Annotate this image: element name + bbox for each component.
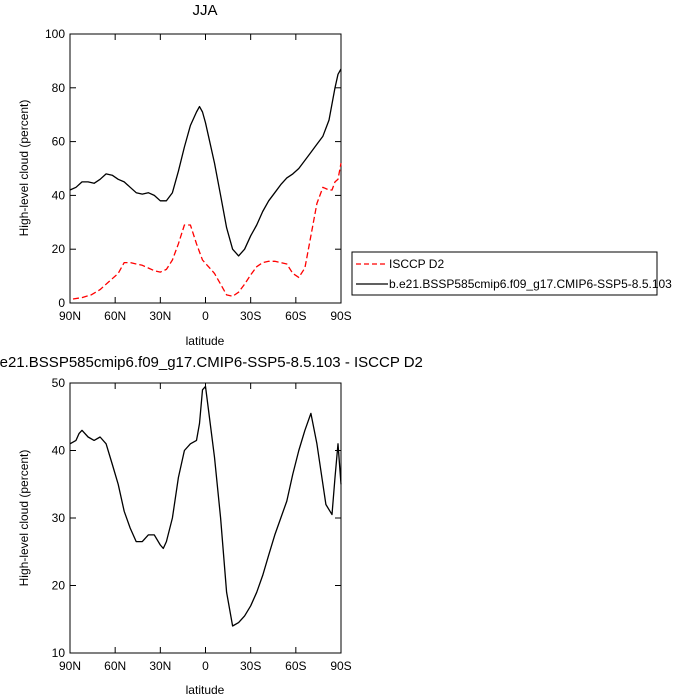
bottom-x-tick-label: 90N [59, 659, 81, 673]
top-chart-title: JJA [192, 2, 217, 19]
top-y-tick-label: 0 [58, 296, 65, 310]
bottom-x-tick-label: 30N [149, 659, 171, 673]
bottom-series-line-difference [69, 385, 342, 627]
bottom-x-tick-label: 60S [285, 659, 306, 673]
top-x-tick-label: 90N [59, 309, 81, 323]
bottom-y-tick-label: 50 [52, 376, 66, 390]
top-series-line-isccp [72, 162, 342, 300]
bottom-y-tick-label: 40 [52, 444, 66, 458]
bottom-chart-title: b.e21.BSSP585cmip6.f09_g17.CMIP6-SSP5-8.… [0, 354, 423, 371]
top-y-tick-label: 40 [52, 188, 66, 202]
top-y-tick-label: 20 [52, 242, 66, 256]
bottom-x-axis-label: latitude [186, 683, 225, 697]
legend-box [351, 251, 658, 296]
top-x-tick-label: 60S [285, 309, 306, 323]
top-panel: JJA 0 20 40 60 80 100 90N 60N 30N 0 30S 60S 90S lat… [17, 2, 672, 348]
bottom-plot-frame [69, 382, 342, 654]
top-plot-frame [69, 33, 342, 304]
top-x-ticks: 90N 60N 30N 0 30S 60S 90S [59, 34, 352, 323]
top-y-tick-label: 60 [52, 135, 66, 149]
top-y-tick-label: 80 [52, 81, 66, 95]
top-series-line-model [69, 68, 342, 257]
legend-label-isccp: ISCCP D2 [389, 257, 444, 271]
legend: ISCCP D2 b.e21.BSSP585cmip6.f09_g17.CMIP… [351, 251, 672, 296]
top-y-axis-label: High-level cloud (percent) [17, 100, 31, 237]
bottom-x-tick-label: 30S [240, 659, 261, 673]
bottom-x-tick-label: 90S [330, 659, 351, 673]
bottom-y-tick-label: 10 [52, 646, 66, 660]
top-x-axis-label: latitude [186, 334, 225, 348]
bottom-x-ticks: 90N 60N 30N 0 30S 60S 90S [59, 383, 352, 673]
top-y-ticks: 0 20 40 60 80 100 [45, 27, 341, 310]
bottom-y-tick-label: 30 [52, 511, 66, 525]
bottom-y-ticks: 10 20 30 40 50 [52, 376, 341, 660]
bottom-x-tick-label: 0 [202, 659, 209, 673]
top-x-tick-label: 30N [149, 309, 171, 323]
legend-label-model: b.e21.BSSP585cmip6.f09_g17.CMIP6-SSP5-8.… [389, 277, 672, 291]
bottom-x-tick-label: 60N [104, 659, 126, 673]
bottom-series-lines [69, 385, 342, 627]
bottom-y-tick-label: 20 [52, 579, 66, 593]
bottom-y-axis-label: High-level cloud (percent) [17, 450, 31, 587]
top-series-lines [69, 68, 342, 300]
top-x-tick-label: 90S [330, 309, 351, 323]
bottom-panel: b.e21.BSSP585cmip6.f09_g17.CMIP6-SSP5-8.… [0, 354, 423, 697]
top-x-tick-label: 60N [104, 309, 126, 323]
top-x-tick-label: 30S [240, 309, 261, 323]
top-x-tick-label: 0 [202, 309, 209, 323]
top-y-tick-label: 100 [45, 27, 65, 41]
